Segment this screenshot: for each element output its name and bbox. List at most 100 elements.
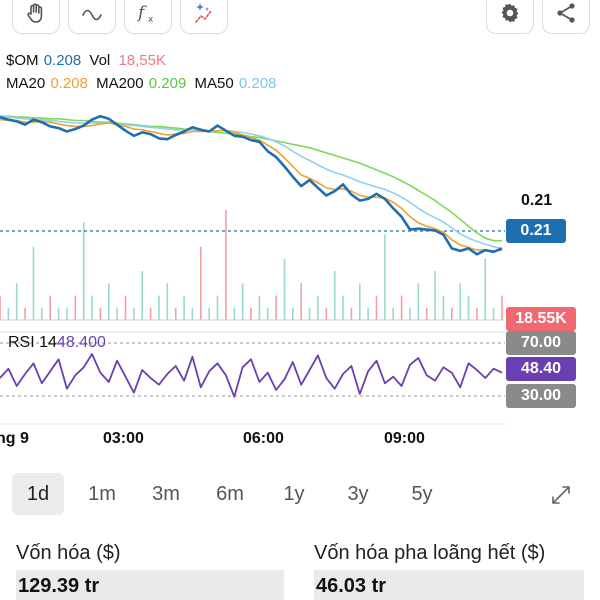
volume-bar bbox=[350, 307, 353, 320]
volume-bar bbox=[200, 246, 202, 320]
time-label-0900: 09:00 bbox=[384, 430, 425, 447]
hand-tool-icon bbox=[27, 3, 43, 23]
volume-bar bbox=[451, 307, 453, 320]
ma-legend: MA20 0.208 MA200 0.209 MA50 0.208 bbox=[6, 75, 280, 92]
ma50-label: MA50 bbox=[194, 75, 234, 92]
volume-bar bbox=[250, 307, 252, 320]
volume-bar bbox=[283, 258, 286, 320]
volume-bar bbox=[24, 307, 26, 320]
volume-bar bbox=[300, 283, 302, 320]
market-cap-value: 129.39 tr bbox=[16, 570, 284, 600]
timeframe-6m[interactable]: 6m bbox=[216, 482, 244, 505]
ma50-value: 0.208 bbox=[238, 75, 277, 92]
volume-bar bbox=[375, 295, 378, 320]
volume-bar bbox=[141, 271, 143, 320]
volume-bar bbox=[174, 307, 177, 320]
ma-price-label: 0.21 bbox=[521, 192, 553, 209]
fullscreen-button[interactable] bbox=[546, 480, 576, 510]
rsi-lower-tag: 30.00 bbox=[506, 384, 576, 408]
volume-bar bbox=[258, 295, 261, 320]
volume-bar bbox=[400, 295, 403, 320]
volume-tag: 18.55K bbox=[506, 307, 576, 331]
market-cap-stat: Vốn hóa ($) 129.39 tr bbox=[16, 538, 284, 600]
symbol-label: $OM bbox=[6, 52, 39, 69]
volume-bar bbox=[275, 295, 277, 320]
volume-bar bbox=[158, 295, 160, 320]
timeframe-1m[interactable]: 1m bbox=[88, 482, 116, 505]
volume-bar bbox=[308, 307, 311, 320]
volume-bar bbox=[149, 307, 152, 320]
volume-bar bbox=[501, 295, 503, 320]
ma50-line bbox=[0, 115, 503, 250]
price-chart[interactable] bbox=[0, 0, 600, 460]
price-value: 0.208 bbox=[43, 52, 82, 69]
market-cap-label: Vốn hóa ($) bbox=[16, 542, 121, 564]
ma200-label: MA200 bbox=[96, 75, 144, 92]
volume-bar bbox=[208, 307, 210, 320]
time-label-date: ng 9 bbox=[0, 430, 29, 447]
volume-bar bbox=[216, 295, 219, 320]
volume-bar bbox=[459, 283, 461, 320]
timeframe-1d[interactable]: 1d bbox=[12, 473, 64, 515]
volume-bar bbox=[241, 283, 244, 320]
line-tool-button[interactable] bbox=[68, 0, 116, 34]
price-legend: $OM 0.208 Vol 18,55K bbox=[6, 52, 170, 69]
ma20-value: 0.208 bbox=[50, 75, 88, 92]
gear-icon bbox=[501, 3, 519, 23]
volume-bar bbox=[191, 307, 194, 320]
volume-bar bbox=[292, 307, 294, 320]
volume-bar bbox=[333, 271, 336, 320]
vol-label: Vol bbox=[89, 52, 111, 69]
volume-bar bbox=[233, 307, 236, 320]
volume-bars bbox=[0, 210, 503, 320]
function-icon: f x bbox=[136, 3, 154, 25]
ai-button[interactable] bbox=[180, 0, 228, 34]
volume-bar bbox=[41, 307, 43, 320]
volume-bar bbox=[108, 283, 110, 320]
ma200-value: 0.209 bbox=[148, 75, 187, 92]
timeframe-selector: 1d 1m 3m 6m 1y 3y 5y bbox=[0, 470, 600, 518]
volume-bar bbox=[15, 283, 18, 320]
share-button[interactable] bbox=[542, 0, 590, 34]
timeframe-3y[interactable]: 3y bbox=[347, 482, 369, 505]
volume-bar bbox=[442, 295, 445, 320]
volume-bar bbox=[99, 307, 102, 320]
volume-bar bbox=[116, 307, 118, 320]
settings-button[interactable] bbox=[486, 0, 534, 34]
volume-bar bbox=[133, 307, 135, 320]
fdv-stat: Vốn hóa pha loãng hết ($) 46.03 tr bbox=[314, 538, 584, 600]
vol-value: 18,55K bbox=[118, 52, 166, 69]
svg-text:f: f bbox=[136, 3, 147, 23]
indicator-button[interactable]: f x bbox=[124, 0, 172, 34]
rsi-label: RSI 14 bbox=[8, 334, 57, 351]
time-label-0300: 03:00 bbox=[103, 430, 144, 447]
hand-tool-button[interactable] bbox=[12, 0, 60, 34]
last-price-tag: 0.21 bbox=[506, 219, 566, 243]
price-line bbox=[0, 114, 503, 256]
volume-bar bbox=[425, 307, 428, 320]
timeframe-3m[interactable]: 3m bbox=[152, 482, 180, 505]
volume-bar bbox=[49, 295, 51, 320]
volume-bar bbox=[183, 295, 185, 320]
volume-bar bbox=[166, 283, 169, 320]
volume-bar bbox=[367, 307, 369, 320]
fdv-value: 46.03 tr bbox=[314, 570, 584, 600]
timeframe-5y[interactable]: 5y bbox=[411, 482, 433, 505]
volume-bar bbox=[384, 234, 386, 320]
volume-bar bbox=[74, 295, 77, 320]
line-tool-icon bbox=[82, 9, 102, 21]
rsi-upper-tag: 70.00 bbox=[506, 331, 576, 355]
volume-bar bbox=[66, 307, 68, 320]
volume-bar bbox=[484, 258, 487, 320]
volume-bar bbox=[359, 283, 361, 320]
volume-bar bbox=[32, 246, 35, 320]
timeframe-1y[interactable]: 1y bbox=[283, 482, 305, 505]
volume-bar bbox=[492, 307, 495, 320]
fdv-label: Vốn hóa pha loãng hết ($) bbox=[314, 542, 546, 564]
share-icon bbox=[557, 3, 575, 23]
volume-bar bbox=[82, 222, 85, 320]
time-label-0600: 06:00 bbox=[243, 430, 284, 447]
expand-icon bbox=[552, 486, 570, 504]
volume-bar bbox=[342, 295, 344, 320]
volume-bar bbox=[7, 307, 10, 320]
